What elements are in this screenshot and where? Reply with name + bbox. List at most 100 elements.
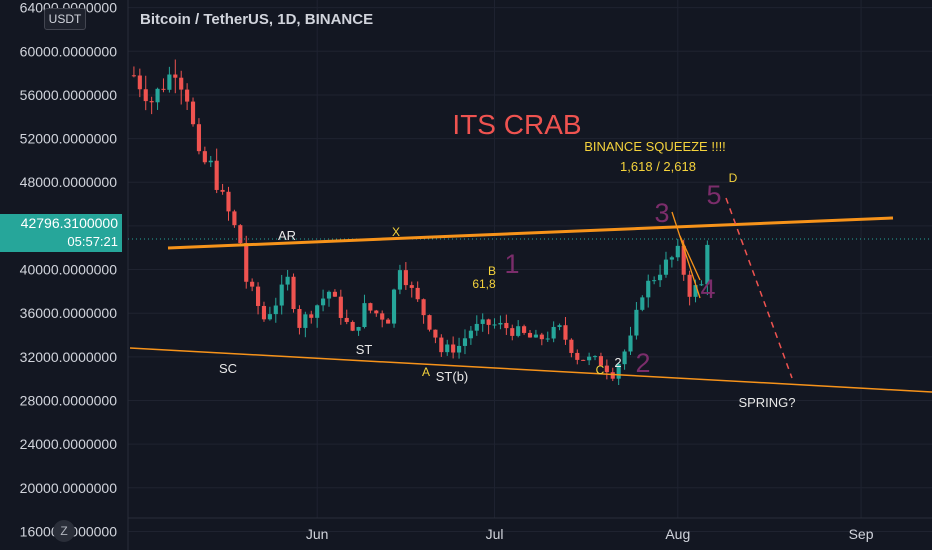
- candle-body: [356, 327, 361, 331]
- candle-body: [539, 334, 544, 340]
- y-tick-label: 52000.0000000: [20, 131, 118, 147]
- lower-trendline: [129, 347, 932, 393]
- candle-body: [226, 191, 231, 212]
- candle-body: [634, 309, 639, 336]
- candle-body: [244, 243, 249, 282]
- candle-body: [699, 284, 704, 286]
- candle-body: [403, 270, 408, 286]
- candle-body: [598, 356, 604, 366]
- chart-annotation: AR: [278, 228, 296, 243]
- candle-body: [687, 274, 692, 297]
- candle-body: [250, 281, 255, 287]
- candle-body: [522, 326, 527, 333]
- candle-body: [468, 330, 473, 339]
- candle-body: [462, 338, 468, 346]
- candle-body: [386, 319, 391, 324]
- candle-body: [137, 75, 142, 90]
- candle-body: [516, 326, 521, 336]
- candle-body: [681, 245, 686, 275]
- y-tick-label: 36000.0000000: [20, 305, 118, 321]
- candle-body: [587, 356, 592, 361]
- candle-body: [261, 305, 267, 320]
- symbol-title: Bitcoin / TetherUS, 1D, BINANCE: [140, 11, 374, 28]
- candle-body: [663, 259, 669, 275]
- candle-body: [368, 303, 373, 311]
- candle-body: [557, 325, 562, 327]
- last-price-label: 42796.3100000 05:57:21: [0, 214, 122, 252]
- candle-body: [238, 225, 243, 244]
- candle-body: [445, 344, 450, 353]
- candle-body: [303, 314, 308, 328]
- candle-body: [167, 74, 172, 90]
- plot-area: [128, 0, 932, 518]
- candle-body: [527, 332, 533, 338]
- chart-annotation: ITS CRAB: [452, 109, 581, 140]
- candle-body: [326, 291, 332, 299]
- candle-body: [279, 284, 284, 306]
- candle-body: [533, 334, 538, 338]
- chart-annotation: B: [488, 264, 496, 278]
- candle-body: [273, 305, 278, 315]
- chart-annotation: SC: [219, 361, 237, 376]
- candle-body: [321, 298, 326, 306]
- candle-body: [291, 276, 296, 310]
- chart-annotation: 4: [700, 274, 715, 304]
- wedge-line-lower: [679, 235, 701, 281]
- y-tick-label: 56000.0000000: [20, 87, 118, 103]
- chart-annotation: 3: [654, 198, 669, 228]
- currency-button[interactable]: USDT: [44, 8, 86, 30]
- x-tick-label: Jun: [306, 526, 329, 542]
- candle-body: [492, 324, 497, 326]
- candle-body: [255, 286, 261, 306]
- candle-body: [161, 88, 166, 90]
- candle-body: [640, 297, 645, 310]
- chart-annotation: X: [392, 225, 400, 239]
- x-tick-label: Sep: [849, 526, 874, 542]
- candle-body: [179, 77, 184, 90]
- candle-body: [214, 160, 219, 190]
- y-tick-label: 48000.0000000: [20, 174, 118, 190]
- chart-annotation: 2: [614, 355, 621, 370]
- candle-body: [545, 338, 550, 340]
- candle-body: [374, 310, 379, 314]
- candle-body: [456, 345, 462, 353]
- candle-body: [338, 296, 343, 318]
- candle-body: [220, 189, 225, 192]
- candle-body: [208, 160, 213, 163]
- candle-body: [592, 356, 598, 358]
- wedge-line-upper: [671, 211, 701, 299]
- candle-body: [474, 323, 479, 331]
- timezone-button[interactable]: Z: [53, 520, 75, 542]
- candle-body: [657, 274, 663, 281]
- y-tick-label: 40000.0000000: [20, 262, 118, 278]
- candle-body: [409, 285, 414, 288]
- candle-body: [498, 322, 503, 325]
- chart-annotation: 5: [706, 180, 721, 210]
- candle-body: [705, 244, 710, 285]
- chart-annotation: 1: [504, 249, 519, 279]
- candle-body: [563, 325, 568, 340]
- candle-body: [149, 101, 154, 103]
- candle-body: [185, 89, 190, 102]
- candle-body: [427, 315, 432, 330]
- upper-trendline: [167, 216, 894, 250]
- y-tick-label: 20000.0000000: [20, 480, 118, 496]
- candle-body: [652, 280, 657, 282]
- y-tick-label: 24000.0000000: [20, 436, 118, 452]
- chart-annotation: 2: [635, 348, 650, 378]
- candle-body: [439, 337, 444, 353]
- candle-body: [380, 313, 385, 320]
- x-tick-label: Aug: [665, 526, 690, 542]
- candle-body: [332, 291, 337, 297]
- candle-body: [297, 309, 302, 328]
- candle-body: [622, 351, 627, 365]
- candle-body: [480, 319, 485, 324]
- projection-line: [725, 197, 793, 379]
- candle-body: [131, 75, 136, 77]
- candle-body: [510, 328, 515, 336]
- candle-body: [581, 359, 586, 361]
- y-tick-label: 32000.0000000: [20, 349, 118, 365]
- candle-body: [202, 151, 207, 163]
- candle-body: [486, 319, 491, 325]
